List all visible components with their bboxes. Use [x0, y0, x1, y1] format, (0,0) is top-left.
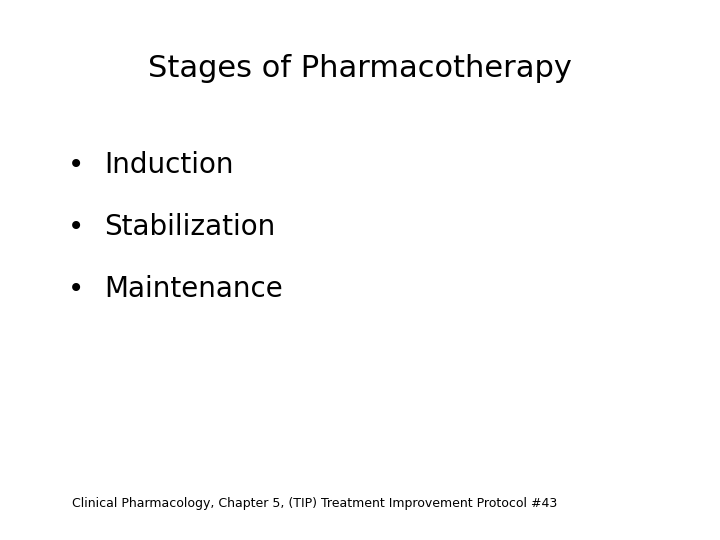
Text: •: •: [68, 213, 84, 241]
Text: •: •: [68, 275, 84, 303]
Text: Clinical Pharmacology, Chapter 5, (TIP) Treatment Improvement Protocol #43: Clinical Pharmacology, Chapter 5, (TIP) …: [72, 497, 557, 510]
Text: Stages of Pharmacotherapy: Stages of Pharmacotherapy: [148, 54, 572, 83]
Text: •: •: [68, 151, 84, 179]
Text: Induction: Induction: [104, 151, 234, 179]
Text: Maintenance: Maintenance: [104, 275, 283, 303]
Text: Stabilization: Stabilization: [104, 213, 276, 241]
